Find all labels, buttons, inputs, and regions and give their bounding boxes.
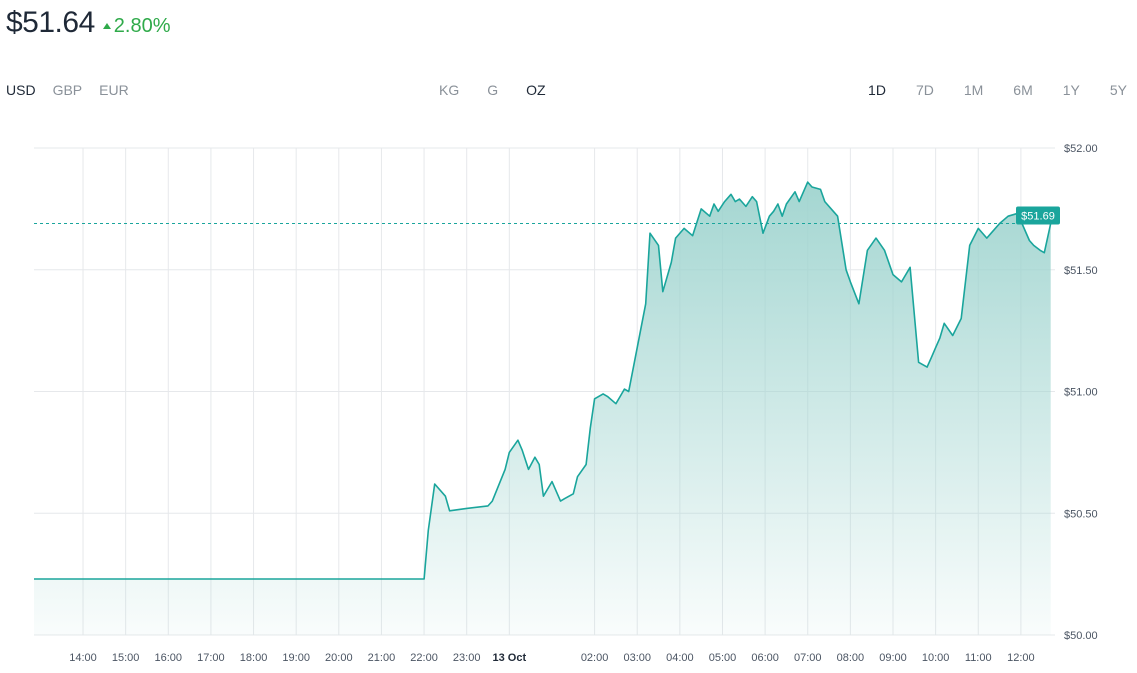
x-tick-label: 10:00 xyxy=(922,652,950,664)
y-tick-label: $50.50 xyxy=(1064,508,1098,520)
x-tick-label: 03:00 xyxy=(623,652,651,664)
price-change-value: 2.80% xyxy=(113,15,171,37)
x-tick-label: 23:00 xyxy=(453,652,481,664)
x-tick-label: 20:00 xyxy=(325,652,353,664)
unit-option-g[interactable]: G xyxy=(487,82,499,98)
range-option-1m[interactable]: 1M xyxy=(963,82,984,98)
x-tick-label: 13 Oct xyxy=(493,652,527,664)
x-tick-label: 22:00 xyxy=(410,652,438,664)
y-tick-label: $50.00 xyxy=(1064,630,1098,642)
triangle-up-icon xyxy=(102,23,111,29)
range-selector: 1D 7D 1M 6M 1Y 5Y xyxy=(838,82,1127,98)
range-option-5y[interactable]: 5Y xyxy=(1109,82,1127,98)
x-tick-label: 21:00 xyxy=(368,652,396,664)
x-tick-label: 16:00 xyxy=(155,652,183,664)
y-tick-label: $52.00 xyxy=(1064,143,1098,155)
price-area xyxy=(34,182,1051,635)
range-option-7d[interactable]: 7D xyxy=(915,82,934,98)
unit-option-kg[interactable]: KG xyxy=(439,82,460,98)
x-tick-label: 05:00 xyxy=(709,652,737,664)
currency-option-eur[interactable]: EUR xyxy=(99,82,129,98)
x-tick-label: 02:00 xyxy=(581,652,609,664)
y-axis: $50.00 $50.50 $51.00 $51.50 $52.00 xyxy=(1064,143,1098,642)
x-tick-label: 18:00 xyxy=(240,652,268,664)
range-option-1d[interactable]: 1D xyxy=(868,82,886,98)
x-tick-label: 17:00 xyxy=(197,652,225,664)
x-tick-label: 09:00 xyxy=(879,652,907,664)
x-tick-label: 04:00 xyxy=(666,652,694,664)
unit-option-oz[interactable]: OZ xyxy=(526,82,546,98)
x-axis: 14:00 15:00 16:00 17:00 18:00 19:00 20:00 21:00… xyxy=(69,652,1034,664)
y-tick-label: $51.00 xyxy=(1064,387,1098,399)
current-price: $51.64 xyxy=(6,6,95,39)
x-tick-label: 12:00 xyxy=(1007,652,1035,664)
price-change: 2.80% xyxy=(102,15,171,38)
price-header: $51.64 2.80% xyxy=(6,6,170,40)
last-price-text: $51.69 xyxy=(1021,210,1055,222)
x-tick-label: 07:00 xyxy=(794,652,822,664)
currency-option-gbp[interactable]: GBP xyxy=(52,82,83,98)
last-price-badge xyxy=(1016,206,1060,225)
x-tick-label: 11:00 xyxy=(965,652,992,664)
currency-selector: USD GBP EUR xyxy=(6,82,146,98)
x-tick-label: 19:00 xyxy=(282,652,310,664)
y-tick-label: $51.50 xyxy=(1064,265,1098,277)
range-option-1y[interactable]: 1Y xyxy=(1062,82,1080,98)
currency-option-usd[interactable]: USD xyxy=(6,82,36,98)
x-tick-label: 15:00 xyxy=(112,652,140,664)
x-tick-label: 08:00 xyxy=(837,652,865,664)
x-tick-label: 14:00 xyxy=(69,652,97,664)
unit-selector: KG G OZ xyxy=(439,82,574,98)
price-line xyxy=(34,181,1052,580)
x-tick-label: 06:00 xyxy=(751,652,779,664)
last-price-label: $51.69 xyxy=(1016,206,1060,225)
range-option-6m[interactable]: 6M xyxy=(1013,82,1033,98)
